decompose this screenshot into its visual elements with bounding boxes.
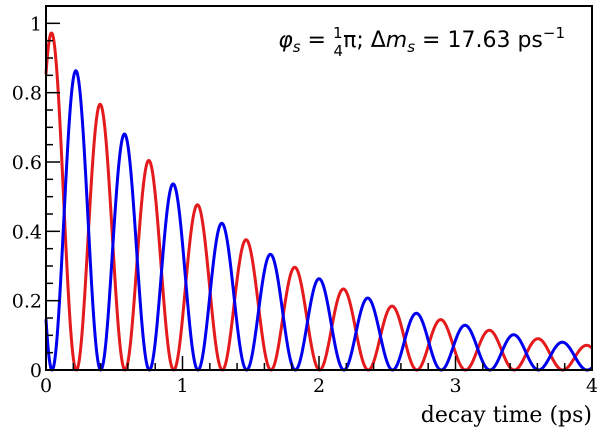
y-tick-label: 0.4 (12, 221, 42, 243)
series-line-2 (44, 69, 594, 372)
equals-1: = (301, 28, 333, 53)
m-symbol: m (386, 28, 407, 53)
y-tick-label: 0.8 (12, 83, 42, 105)
x-tick-label: 4 (586, 375, 598, 397)
annotation: φs = 1 4π; Δms = 17.63 ps−1 (278, 24, 565, 60)
x-tick-label: 1 (176, 375, 188, 397)
curves-layer (44, 31, 594, 372)
y-tick-label: 0 (30, 360, 42, 382)
x-axis-title: decay time (ps) (421, 403, 592, 428)
y-tick-label: 0.2 (12, 291, 42, 313)
equals-2: = 17.63 ps (415, 28, 543, 53)
exponent: −1 (543, 24, 565, 42)
series-line-1 (44, 31, 594, 372)
x-tick-label: 2 (313, 375, 325, 397)
x-tick-label: 3 (449, 375, 461, 397)
m-subscript: s (407, 38, 415, 56)
fraction-numerator: 1 (333, 24, 343, 42)
fraction-denominator: 4 (334, 42, 344, 60)
phi-subscript: s (293, 38, 301, 56)
plot-frame (45, 5, 593, 371)
x-tick-label: 0 (40, 375, 52, 397)
y-tick-label: 0.6 (12, 152, 42, 174)
pi-delta: π; Δ (343, 28, 386, 53)
axes-layer: 0 1 2 3 4 0 0.2 0.4 0.6 0.8 1 (12, 5, 598, 397)
phi-symbol: φ (278, 28, 293, 53)
y-tick-label: 1 (30, 13, 42, 35)
